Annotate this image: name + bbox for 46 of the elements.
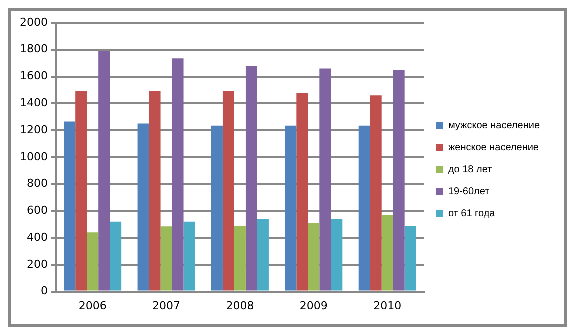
- bar: [149, 92, 161, 291]
- bar: [404, 226, 416, 291]
- bar: [64, 122, 76, 291]
- bar: [184, 222, 196, 291]
- y-tick-label: 1400: [20, 96, 48, 110]
- legend-label: женское население: [448, 142, 540, 154]
- bar: [257, 219, 269, 291]
- y-tick-label: 2000: [20, 16, 48, 29]
- y-tick-label: 1000: [20, 150, 48, 164]
- bar: [382, 215, 394, 291]
- bar: [110, 222, 122, 291]
- y-tick-label: 1200: [20, 123, 48, 136]
- bar: [320, 68, 332, 291]
- x-tick-label: 2010: [374, 299, 402, 312]
- y-tick-label: 400: [26, 230, 48, 244]
- legend-label: 19-60лет: [448, 186, 490, 198]
- legend-label: до 18 лет: [448, 164, 493, 176]
- bar: [87, 232, 99, 291]
- bar: [172, 58, 184, 291]
- bar: [246, 66, 258, 291]
- bar: [393, 70, 405, 291]
- bar: [370, 96, 382, 291]
- bar: [285, 126, 297, 291]
- x-tick-label: 2009: [300, 299, 328, 312]
- y-tick-label: 600: [26, 204, 48, 218]
- bar: [76, 92, 88, 291]
- y-tick-label: 1600: [20, 70, 48, 83]
- bar: [296, 94, 308, 291]
- bar: [234, 226, 246, 291]
- y-tick-label: 0: [40, 284, 48, 298]
- legend-label: мужское население: [448, 120, 540, 132]
- x-tick-label: 2006: [78, 299, 107, 312]
- bar: [211, 126, 223, 291]
- y-tick-label: 200: [26, 258, 48, 271]
- bar: [358, 126, 370, 291]
- bar: [98, 51, 110, 291]
- bar: [222, 92, 234, 291]
- bar: [138, 124, 150, 291]
- y-tick-label: 1800: [20, 42, 48, 56]
- bar: [331, 219, 343, 291]
- x-tick-label: 2008: [226, 299, 254, 312]
- x-tick-label: 2007: [152, 299, 181, 312]
- legend-label: от 61 года: [448, 208, 496, 220]
- bar: [308, 223, 320, 291]
- y-tick-label: 800: [26, 177, 48, 190]
- bar: [160, 226, 172, 291]
